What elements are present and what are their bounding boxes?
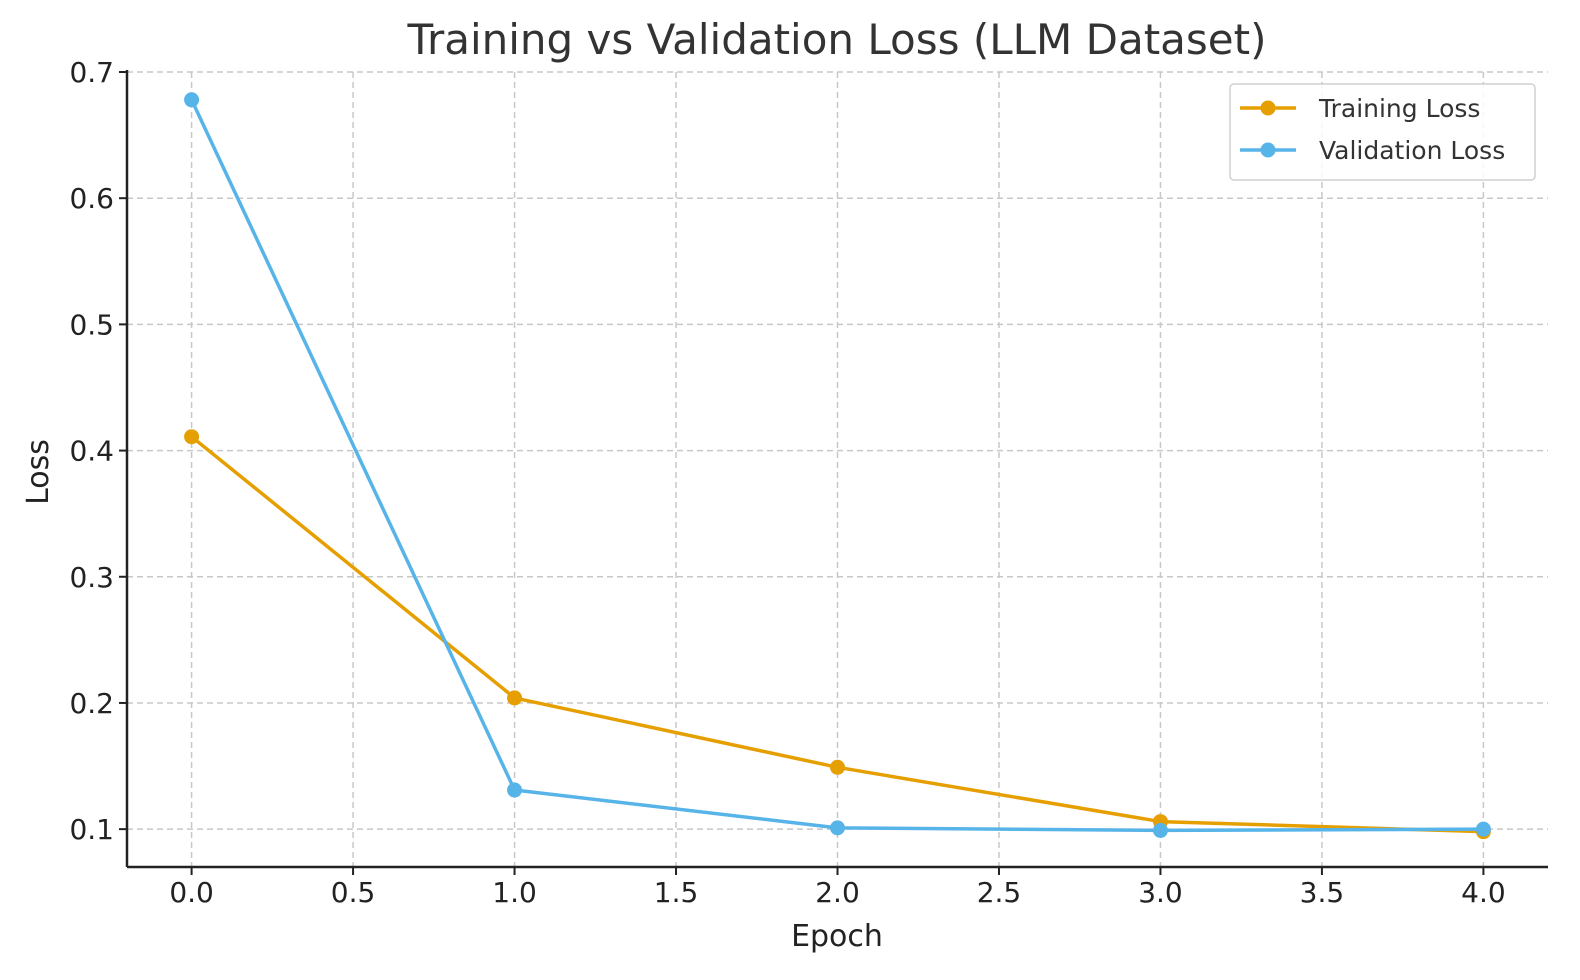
x-tick-label: 3.0 — [1138, 876, 1183, 909]
series-lines — [184, 92, 1491, 840]
x-tick-label: 1.0 — [492, 876, 537, 909]
x-tick-label: 2.0 — [815, 876, 860, 909]
validation-loss-point — [830, 820, 845, 836]
legend-frame — [1229, 83, 1536, 181]
y-tick-label: 0.6 — [69, 182, 114, 215]
training-loss-point — [507, 690, 523, 706]
legend: Training Loss Validation Loss — [1229, 83, 1536, 181]
x-axis-label: Epoch — [791, 919, 883, 954]
x-tick-label: 0.0 — [169, 876, 214, 909]
training-loss-legend-marker — [1260, 100, 1276, 116]
x-tick-label: 1.5 — [654, 876, 699, 909]
x-tick-label: 2.5 — [977, 876, 1022, 909]
chart-title: Training vs Validation Loss (LLM Dataset… — [406, 15, 1266, 64]
validation-loss-legend-marker — [1260, 142, 1276, 158]
x-tick-label: 0.5 — [331, 876, 376, 909]
validation-loss-point — [507, 782, 523, 798]
validation-loss-point — [1152, 822, 1168, 838]
y-tick-label: 0.4 — [69, 435, 114, 468]
training-loss-legend-label: Training Loss — [1318, 94, 1480, 123]
x-tick-label: 3.5 — [1300, 876, 1345, 909]
training-loss-point — [830, 759, 845, 775]
x-tick-label: 4.0 — [1461, 876, 1506, 909]
y-axis-label: Loss — [21, 439, 56, 505]
x-axis-ticks: 0.0 0.5 1.0 1.5 2.0 2.5 3.0 3.5 4.0 — [169, 867, 1506, 909]
grid — [127, 71, 1548, 867]
y-tick-label: 0.3 — [69, 561, 114, 594]
training-loss-point — [184, 429, 200, 445]
y-tick-label: 0.7 — [69, 56, 114, 89]
validation-loss-point — [184, 92, 200, 108]
y-tick-label: 0.5 — [69, 308, 114, 341]
y-tick-label: 0.1 — [69, 813, 114, 846]
validation-loss-point — [1475, 821, 1491, 837]
y-tick-label: 0.2 — [69, 687, 114, 720]
validation-loss-legend-label: Validation Loss — [1319, 136, 1505, 165]
y-axis-ticks: 0.1 0.2 0.3 0.4 0.5 0.6 0.7 — [69, 56, 127, 846]
